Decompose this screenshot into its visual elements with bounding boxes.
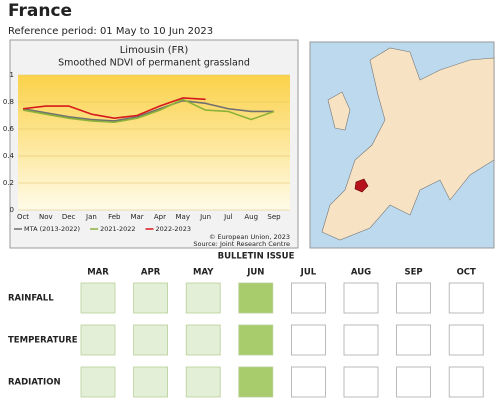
status-cell (290, 366, 326, 398)
x-tick-label: Aug (244, 213, 258, 221)
x-tick-label: Jan (85, 213, 97, 221)
chart-title: Limousin (FR) (120, 45, 189, 56)
map (309, 41, 495, 249)
status-cell (238, 366, 274, 398)
column-header: OCT (457, 268, 476, 278)
status-cell (343, 282, 379, 314)
status-cell (80, 366, 116, 398)
status-cell (133, 324, 169, 356)
x-tick-label: Oct (17, 213, 29, 221)
y-tick-label: 0.2 (3, 179, 14, 187)
x-tick-label: Sep (267, 213, 281, 221)
y-tick-label: 1 (10, 71, 14, 79)
status-cell (343, 366, 379, 398)
status-cell (185, 282, 221, 314)
row-label: RADIATION (8, 378, 61, 388)
column-header: JUL (300, 268, 317, 278)
column-header: JUN (246, 268, 264, 278)
x-tick-label: Jul (223, 213, 233, 221)
status-cell (185, 324, 221, 356)
y-tick-label: 0 (10, 206, 14, 214)
row-label: RAINFALL (8, 294, 54, 304)
y-tick-label: 0.6 (3, 125, 15, 133)
x-tick-label: Mar (130, 213, 143, 221)
x-tick-label: Feb (108, 213, 121, 221)
status-cell (238, 324, 274, 356)
credit: © European Union, 2023 (209, 233, 290, 241)
table-caption: BULLETIN ISSUE (218, 252, 295, 262)
legend-label: 2021-2022 (100, 225, 135, 233)
status-cell (396, 366, 432, 398)
status-cell (238, 282, 274, 314)
x-tick-label: Nov (39, 213, 53, 221)
row-label: TEMPERATURE (8, 336, 78, 346)
legend-label: 2022-2023 (156, 225, 191, 233)
column-header: APR (141, 268, 161, 278)
legend-label: MTA (2013-2022) (24, 225, 80, 233)
x-tick-label: May (175, 213, 189, 221)
column-header: SEP (405, 268, 423, 278)
page-title: France (8, 1, 72, 21)
column-header: MAR (87, 268, 109, 278)
y-tick-label: 0.8 (3, 98, 14, 106)
column-header: MAY (193, 268, 214, 278)
x-tick-label: Apr (154, 213, 166, 221)
status-cell (396, 324, 432, 356)
status-cell (133, 366, 169, 398)
status-cell (396, 282, 432, 314)
chart-subtitle: Smoothed NDVI of permanent grassland (58, 58, 250, 69)
x-tick-label: Dec (62, 213, 76, 221)
map-isles (327, 91, 351, 131)
status-cell (448, 282, 484, 314)
y-tick-label: 0.4 (3, 152, 15, 160)
x-tick-label: Jun (199, 213, 211, 221)
page-subtitle: Reference period: 01 May to 10 Jun 2023 (8, 26, 213, 37)
status-cell (290, 324, 326, 356)
map-region (354, 178, 369, 193)
map-land (321, 47, 495, 241)
status-cell (80, 324, 116, 356)
column-header: AUG (351, 268, 371, 278)
status-cell (133, 282, 169, 314)
series-line (22, 97, 206, 119)
status-cell (343, 324, 379, 356)
status-cell (185, 366, 221, 398)
status-cell (448, 324, 484, 356)
series-line (22, 98, 275, 124)
series-line (22, 99, 274, 122)
status-cell (80, 282, 116, 314)
plot-area (18, 75, 290, 210)
status-cell (290, 282, 326, 314)
credit: Source: Joint Research Centre (193, 240, 290, 248)
status-cell (448, 366, 484, 398)
